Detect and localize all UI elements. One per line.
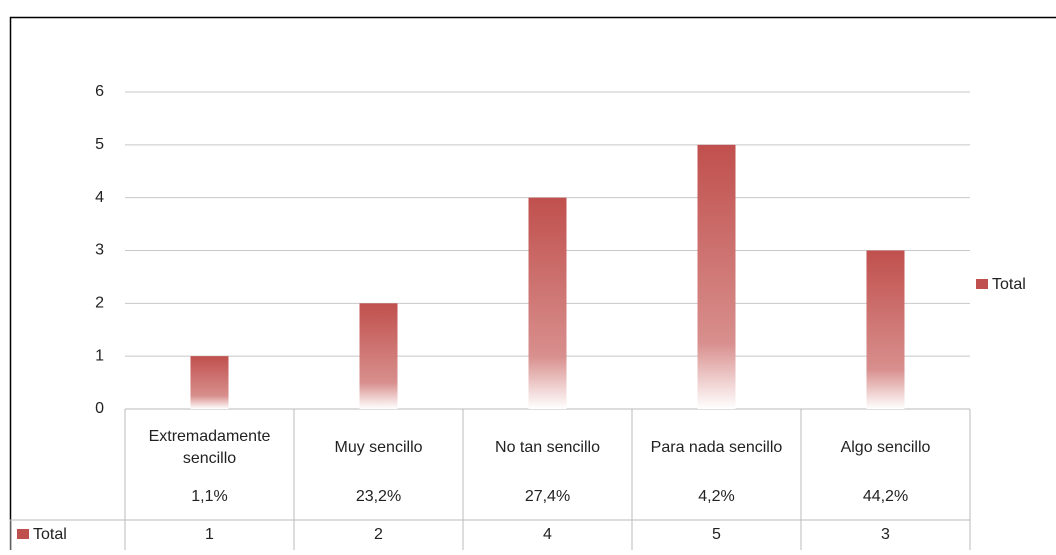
x-tick-label-box: Extremadamente sencillo [125,411,294,485]
bar [191,356,229,409]
table-series-name: Total [33,526,67,543]
bar [360,303,398,409]
table-value: 1 [205,526,214,543]
x-tick-label: Extremadamente sencillo [125,411,294,485]
bar [529,198,567,409]
table-value: 3 [881,526,890,543]
bar [867,251,905,410]
percent-label: 4,2% [698,488,734,505]
y-tick-label: 1 [95,347,104,364]
percent-label: 23,2% [356,488,401,505]
x-tick-label-box: No tan sencillo [463,411,632,485]
y-tick-label: 2 [95,295,104,312]
y-tick-label: 5 [95,136,104,153]
legend-label: Total [992,276,1026,293]
percent-label: 27,4% [525,488,570,505]
legend-key [976,279,988,289]
x-tick-label: No tan sencillo [463,411,632,485]
table-value: 4 [543,526,552,543]
legend-key [17,529,29,539]
x-tick-label: Para nada sencillo [632,411,801,485]
x-tick-label: Muy sencillo [294,411,463,485]
percent-label: 44,2% [863,488,908,505]
percent-label: 1,1% [191,488,227,505]
table-value: 2 [374,526,383,543]
y-tick-label: 3 [95,242,104,259]
x-tick-label-box: Algo sencillo [801,411,970,485]
x-tick-label-box: Para nada sencillo [632,411,801,485]
x-tick-label-box: Muy sencillo [294,411,463,485]
x-tick-label: Algo sencillo [801,411,970,485]
y-tick-label: 6 [95,83,104,100]
y-tick-label: 4 [95,189,104,206]
bar [698,145,736,409]
table-value: 5 [712,526,721,543]
y-tick-label: 0 [95,400,104,417]
